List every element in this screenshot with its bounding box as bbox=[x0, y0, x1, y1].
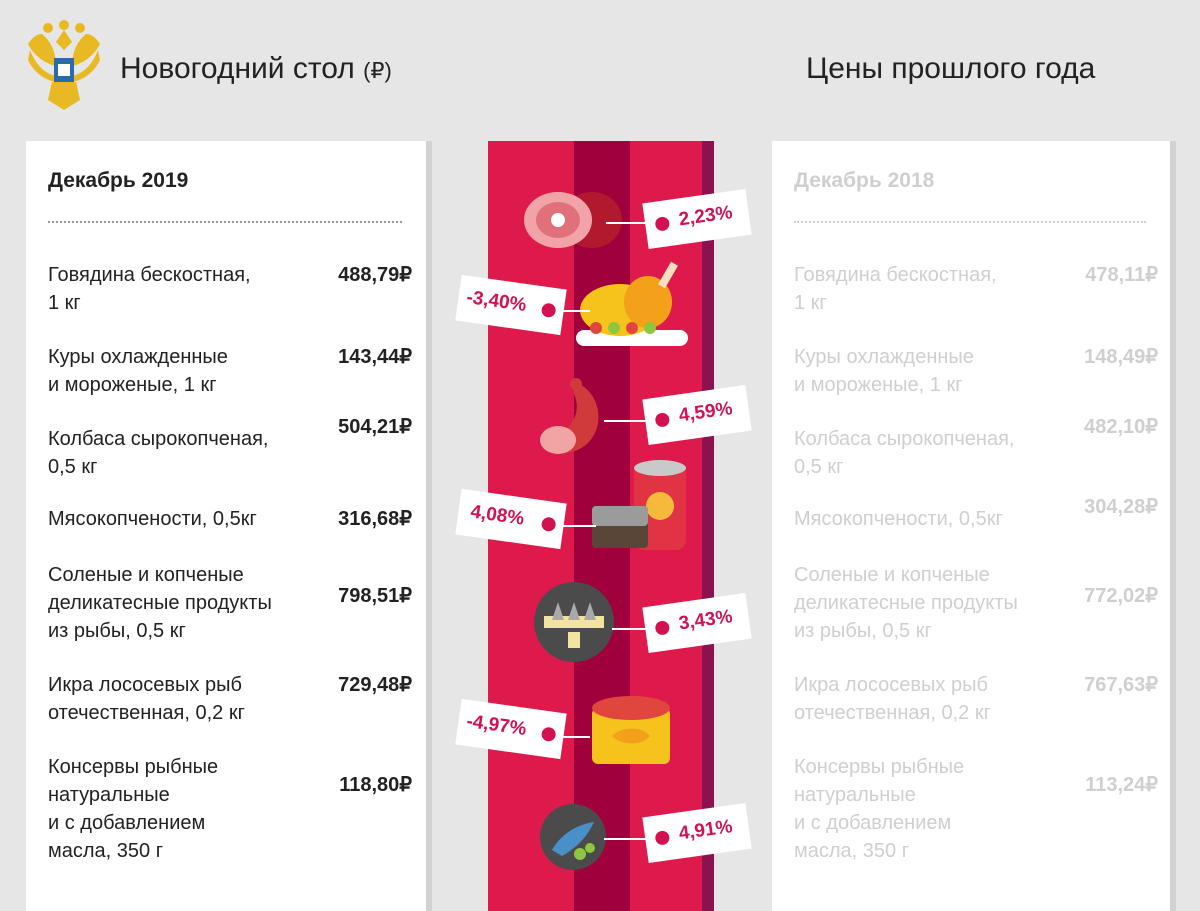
caviar-tin-icon bbox=[592, 696, 670, 764]
previous-month: Декабрь 2018 bbox=[794, 169, 935, 192]
product-price: 113,24₽ bbox=[1085, 774, 1158, 796]
product-label: Икра лососевых рыб отечественная, 0,2 кг bbox=[794, 674, 991, 724]
tag-string bbox=[560, 736, 590, 738]
product-price: 798,51₽ bbox=[338, 585, 412, 607]
current-prices-card: Декабрь 2019 Говядина бескостная, 1 кг 4… bbox=[26, 141, 426, 911]
sausage-icon bbox=[540, 378, 599, 454]
divider bbox=[794, 221, 1146, 223]
price-change: -4,97% bbox=[465, 710, 528, 741]
tag-hole bbox=[654, 619, 671, 636]
tag-hole bbox=[654, 829, 671, 846]
product-label: Консервы рыбные натуральные и с добавлен… bbox=[794, 756, 965, 862]
tag-string bbox=[604, 420, 650, 422]
product-price: 767,63₽ bbox=[1084, 674, 1158, 696]
product-label: Колбаса сырокопченая, 0,5 кг bbox=[48, 428, 269, 478]
current-month: Декабрь 2019 bbox=[48, 169, 189, 192]
product-label: Говядина бескостная, 1 кг bbox=[794, 264, 997, 314]
price-change: -3,40% bbox=[465, 286, 528, 317]
ham-icon bbox=[524, 192, 622, 248]
product-price: 118,80₽ bbox=[339, 774, 412, 796]
tag-string bbox=[560, 525, 596, 527]
tag-hole bbox=[654, 215, 671, 232]
tag-hole bbox=[540, 302, 557, 319]
product-label: Говядина бескостная, 1 кг bbox=[48, 264, 251, 314]
product-price: 478,11₽ bbox=[1085, 264, 1158, 286]
page-title: Новогодний стол (₽) bbox=[120, 52, 392, 86]
tag-string bbox=[604, 838, 650, 840]
tag-string bbox=[606, 222, 650, 224]
product-price: 488,79₽ bbox=[338, 264, 412, 286]
product-label: Куры охлажденные и мороженые, 1 кг bbox=[794, 346, 974, 396]
product-label: Консервы рыбные натуральные и с добавлен… bbox=[48, 756, 219, 862]
divider bbox=[48, 221, 402, 223]
canned-meat-icon bbox=[592, 460, 686, 550]
stripe-band bbox=[702, 141, 714, 911]
product-label: Соленые и копченые деликатесные продукты… bbox=[48, 564, 272, 642]
currency-label: (₽) bbox=[363, 58, 392, 83]
price-change: 4,91% bbox=[677, 816, 734, 845]
roast-chicken-icon bbox=[576, 261, 688, 346]
product-label: Куры охлажденные и мороженые, 1 кг bbox=[48, 346, 228, 396]
product-price: 304,28₽ bbox=[1084, 496, 1158, 518]
title-text: Новогодний стол bbox=[120, 52, 355, 85]
tag-string bbox=[560, 310, 590, 312]
previous-year-title: Цены прошлого года bbox=[806, 52, 1096, 85]
product-price: 772,02₽ bbox=[1084, 585, 1158, 607]
product-price: 504,21₽ bbox=[338, 416, 412, 438]
fish-plate-icon bbox=[540, 804, 606, 870]
product-label: Мясокопчености, 0,5кг bbox=[48, 508, 257, 530]
product-label: Соленые и копченые деликатесные продукты… bbox=[794, 564, 1018, 642]
product-price: 729,48₽ bbox=[338, 674, 412, 696]
price-change: 3,43% bbox=[677, 606, 734, 635]
product-price: 148,49₽ bbox=[1084, 346, 1158, 368]
previous-prices-card: Декабрь 2018 Говядина бескостная, 1 кг 4… bbox=[772, 141, 1170, 911]
fish-platter-icon bbox=[534, 582, 614, 662]
tag-hole bbox=[654, 411, 671, 428]
tag-string bbox=[612, 628, 650, 630]
price-change: 2,23% bbox=[677, 202, 734, 231]
coat-of-arms-icon bbox=[28, 20, 100, 110]
product-label: Колбаса сырокопченая, 0,5 кг bbox=[794, 428, 1015, 478]
tag-hole bbox=[540, 726, 557, 743]
product-label: Мясокопчености, 0,5кг bbox=[794, 508, 1003, 530]
price-change: 4,59% bbox=[677, 398, 734, 427]
product-price: 143,44₽ bbox=[338, 346, 412, 368]
product-price: 316,68₽ bbox=[338, 508, 412, 530]
product-label: Икра лососевых рыб отечественная, 0,2 кг bbox=[48, 674, 245, 724]
tag-hole bbox=[540, 516, 557, 533]
price-change: 4,08% bbox=[469, 501, 526, 530]
product-price: 482,10₽ bbox=[1084, 416, 1158, 438]
